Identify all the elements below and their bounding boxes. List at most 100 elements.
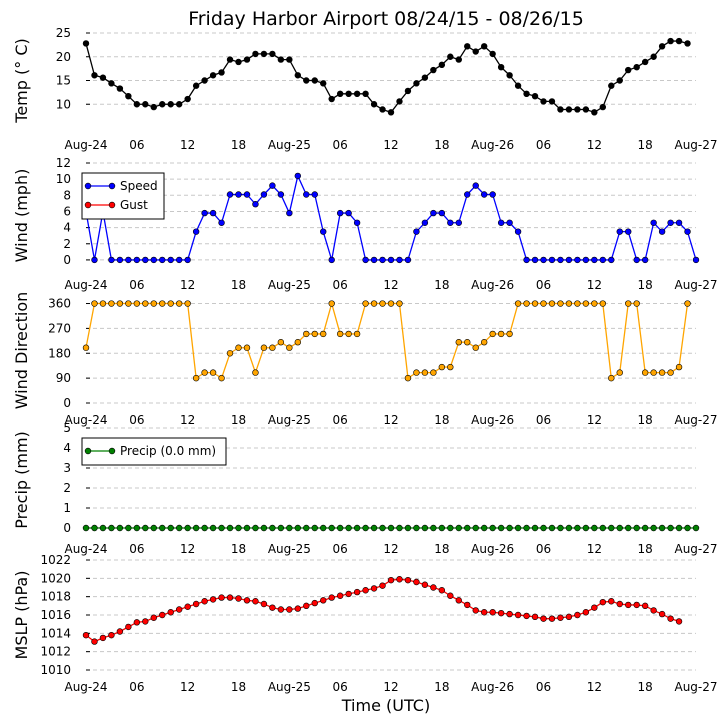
data-point bbox=[641, 369, 649, 376]
data-point bbox=[175, 101, 183, 108]
data-point bbox=[201, 369, 208, 376]
data-point bbox=[472, 524, 479, 532]
x-tick-label: 18 bbox=[231, 138, 246, 152]
data-point bbox=[565, 256, 573, 264]
data-point bbox=[599, 103, 607, 111]
data-point bbox=[235, 344, 242, 351]
x-tick-label: Aug-25 bbox=[268, 138, 311, 152]
data-point bbox=[692, 256, 700, 264]
data-point bbox=[167, 300, 174, 307]
data-point bbox=[675, 37, 683, 45]
data-point bbox=[464, 601, 471, 609]
data-point bbox=[625, 601, 632, 609]
data-point bbox=[523, 256, 530, 264]
data-point bbox=[497, 524, 505, 532]
data-point bbox=[108, 80, 115, 87]
data-point bbox=[565, 613, 573, 621]
data-point bbox=[548, 256, 556, 264]
data-point bbox=[641, 256, 649, 264]
y-tick-label: 8 bbox=[63, 188, 71, 202]
x-tick-label: Aug-27 bbox=[674, 542, 717, 556]
data-point bbox=[99, 634, 107, 642]
data-point bbox=[82, 40, 90, 47]
data-point bbox=[447, 363, 454, 371]
x-tick-label: Aug-26 bbox=[471, 542, 514, 556]
data-point bbox=[184, 603, 191, 610]
data-point bbox=[167, 524, 174, 532]
y-tick-label: 0 bbox=[63, 521, 71, 535]
data-point bbox=[464, 191, 471, 198]
data-point bbox=[142, 256, 149, 264]
data-point bbox=[489, 524, 496, 532]
data-point bbox=[286, 209, 293, 217]
data-point bbox=[286, 524, 293, 532]
y-tick-label: 1012 bbox=[40, 645, 71, 659]
data-point bbox=[396, 256, 403, 264]
y-tick-label: 1018 bbox=[40, 590, 71, 604]
legend-marker bbox=[84, 447, 92, 455]
data-point bbox=[421, 581, 429, 588]
data-point bbox=[464, 43, 471, 50]
data-point bbox=[514, 228, 522, 235]
y-tick-label: 1022 bbox=[40, 553, 71, 567]
data-point bbox=[252, 524, 259, 532]
data-point bbox=[489, 609, 496, 616]
y-tick-label: 90 bbox=[56, 371, 71, 385]
data-point bbox=[294, 172, 302, 180]
x-tick-label: Aug-24 bbox=[64, 278, 107, 292]
data-point bbox=[235, 524, 242, 532]
y-tick-label: 270 bbox=[48, 321, 71, 335]
x-tick-label: Aug-26 bbox=[471, 138, 514, 152]
data-point bbox=[514, 300, 522, 307]
data-point bbox=[497, 609, 505, 617]
y-tick-label: 10 bbox=[56, 97, 71, 111]
data-point bbox=[142, 300, 149, 307]
y-tick-label: 0 bbox=[63, 396, 71, 410]
data-point bbox=[336, 592, 344, 599]
data-point bbox=[404, 576, 412, 584]
data-point bbox=[150, 256, 157, 264]
y-tick-label: 2 bbox=[63, 481, 71, 495]
data-point bbox=[447, 53, 454, 60]
data-point bbox=[303, 191, 310, 198]
x-tick-label: 18 bbox=[434, 278, 449, 292]
legend-marker bbox=[84, 182, 92, 190]
x-tick-label: Aug-26 bbox=[471, 278, 514, 292]
x-tick-label: 18 bbox=[231, 542, 246, 556]
data-point bbox=[523, 90, 530, 98]
data-point bbox=[362, 90, 369, 98]
y-axis-label: Wind (mph) bbox=[12, 169, 31, 263]
y-axis-label: Temp (° C) bbox=[12, 38, 31, 123]
data-point bbox=[133, 101, 141, 108]
data-point bbox=[514, 611, 522, 619]
data-point bbox=[175, 256, 183, 264]
data-point bbox=[633, 256, 640, 264]
series-line bbox=[85, 40, 688, 114]
data-point bbox=[616, 369, 623, 376]
data-point bbox=[404, 374, 412, 382]
data-point bbox=[277, 339, 285, 346]
data-point bbox=[303, 77, 310, 84]
data-point bbox=[464, 524, 471, 532]
data-point bbox=[557, 524, 564, 532]
x-tick-label: 12 bbox=[180, 138, 195, 152]
data-point bbox=[235, 595, 242, 602]
data-point bbox=[218, 524, 225, 532]
data-point bbox=[658, 228, 666, 235]
data-point bbox=[591, 604, 598, 611]
data-point bbox=[353, 330, 361, 338]
data-point bbox=[396, 576, 403, 583]
data-point bbox=[472, 344, 479, 351]
data-point bbox=[667, 524, 674, 532]
data-point bbox=[616, 228, 623, 235]
data-point bbox=[362, 524, 369, 532]
data-point bbox=[260, 600, 268, 608]
data-point bbox=[252, 598, 259, 605]
x-tick-label: 12 bbox=[587, 542, 602, 556]
x-tick-label: 12 bbox=[180, 680, 195, 694]
data-point bbox=[303, 602, 310, 610]
chart-title: Friday Harbor Airport 08/24/15 - 08/26/1… bbox=[188, 8, 584, 30]
data-point bbox=[252, 50, 259, 58]
data-point bbox=[582, 300, 590, 307]
x-tick-label: 12 bbox=[587, 138, 602, 152]
